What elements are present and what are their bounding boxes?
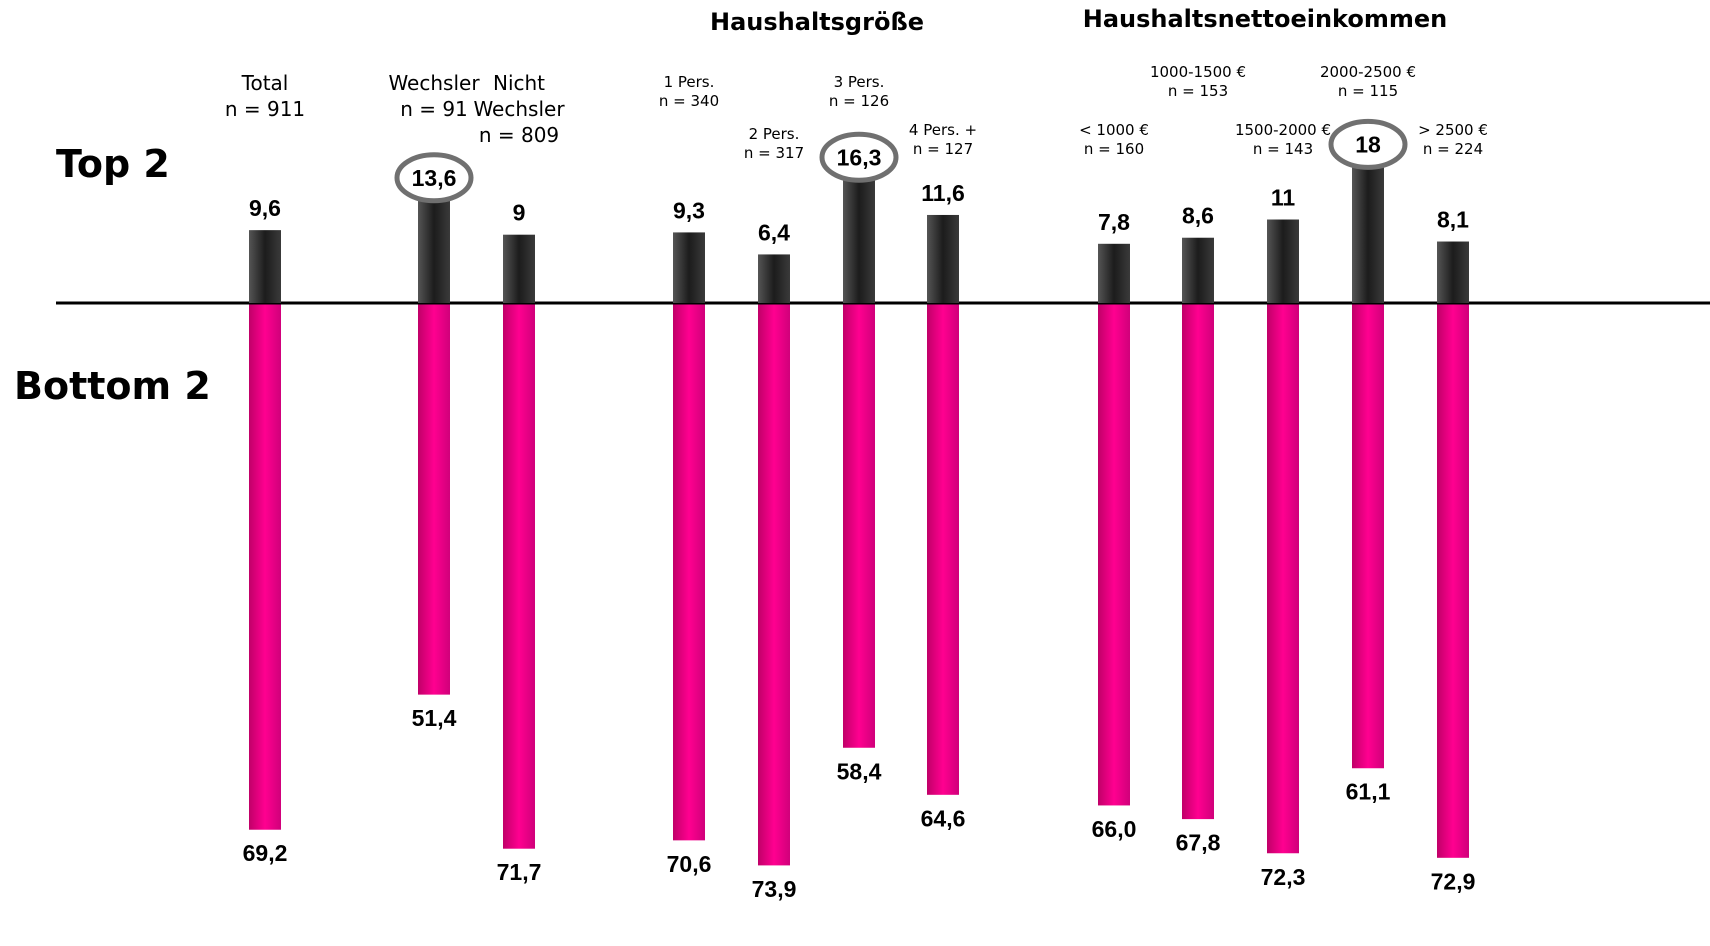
bar-bottom-0 — [249, 304, 281, 830]
group-title-haushaltsgroesse: Haushaltsgröße — [710, 8, 924, 36]
value-label-top-11: 8,1 — [1437, 207, 1469, 233]
category-label-line3: n = 809 — [478, 123, 560, 147]
value-label-top-0: 9,6 — [249, 195, 281, 221]
bar-top-3 — [673, 232, 705, 303]
category-label-line2: n = 127 — [912, 140, 974, 158]
bar-top-4 — [758, 254, 790, 303]
value-label-top-7: 7,8 — [1098, 209, 1130, 235]
category-label-line2: n = 317 — [743, 144, 805, 162]
value-label-top-5: 16,3 — [837, 144, 882, 170]
highlight-circle-5 — [819, 131, 899, 183]
category-label-line1: 4 Pers. + — [908, 121, 978, 139]
category-label-line2: n = 115 — [1337, 82, 1399, 100]
category-label-6: 4 Pers. + n = 127 — [909, 121, 977, 159]
bar-bottom-8 — [1182, 304, 1214, 820]
highlight-circle-1 — [394, 152, 474, 204]
category-label-line2: Wechsler — [473, 97, 565, 121]
category-label-9: 1500-2000 € n = 143 — [1235, 121, 1331, 159]
value-label-top-1: 13,6 — [412, 165, 457, 191]
category-label-line2: n = 224 — [1422, 140, 1484, 158]
category-label-line1: 1500-2000 € — [1234, 121, 1332, 139]
bar-top-2 — [503, 234, 535, 303]
category-label-4: 2 Pers. n = 317 — [744, 125, 804, 163]
bar-top-1 — [418, 199, 450, 303]
category-label-1: Wechsler n = 91 — [388, 70, 479, 122]
group-title-haushaltsnettoeinkommen: Haushaltsnettoeinkommen — [1082, 5, 1448, 33]
bar-bottom-7 — [1098, 304, 1130, 806]
value-label-bottom-0: 69,2 — [243, 840, 288, 866]
value-label-bottom-6: 64,6 — [921, 805, 966, 831]
category-label-line2: n = 340 — [658, 92, 720, 110]
value-label-bottom-4: 73,9 — [752, 876, 797, 902]
row-label-top: Top 2 — [56, 142, 170, 186]
bar-top-6 — [927, 214, 959, 303]
category-label-line2: n = 126 — [828, 92, 890, 110]
category-label-10: 2000-2500 € n = 115 — [1320, 63, 1416, 101]
bar-top-9 — [1267, 219, 1299, 303]
value-label-top-2: 9 — [513, 200, 526, 226]
category-label-5: 3 Pers. n = 126 — [829, 73, 889, 111]
category-label-line1: > 2500 € — [1418, 121, 1488, 139]
bar-bottom-4 — [758, 304, 790, 866]
category-label-line2: n = 160 — [1083, 140, 1145, 158]
bar-top-5 — [843, 179, 875, 303]
category-label-line1: 2 Pers. — [748, 125, 800, 143]
value-label-top-3: 9,3 — [673, 197, 705, 223]
category-label-line1: 1 Pers. — [663, 73, 715, 91]
category-label-line1: Nicht — [492, 71, 546, 95]
bar-top-8 — [1182, 237, 1214, 303]
value-label-bottom-8: 67,8 — [1176, 830, 1221, 856]
category-label-0: Total n = 911 — [225, 70, 305, 122]
value-label-bottom-9: 72,3 — [1261, 864, 1306, 890]
bar-bottom-2 — [503, 304, 535, 849]
category-label-7: < 1000 € n = 160 — [1079, 121, 1149, 159]
category-label-11: > 2500 € n = 224 — [1418, 121, 1488, 159]
bar-top-10 — [1352, 166, 1384, 303]
bar-bottom-3 — [673, 304, 705, 841]
category-label-line1: 1000-1500 € — [1149, 63, 1247, 81]
value-label-bottom-3: 70,6 — [667, 851, 712, 877]
bar-bottom-11 — [1437, 304, 1469, 858]
category-label-line2: n = 91 — [400, 97, 468, 121]
value-label-top-6: 11,6 — [921, 180, 965, 206]
category-label-line1: < 1000 € — [1079, 121, 1149, 139]
bar-bottom-10 — [1352, 304, 1384, 769]
category-label-2: Nicht Wechsler n = 809 — [473, 70, 564, 148]
value-label-top-4: 6,4 — [758, 219, 790, 245]
category-label-8: 1000-1500 € n = 153 — [1150, 63, 1246, 101]
category-label-line2: n = 143 — [1252, 140, 1314, 158]
category-label-line2: n = 153 — [1167, 82, 1229, 100]
value-label-bottom-10: 61,1 — [1346, 779, 1391, 805]
category-label-line1: Wechsler — [388, 71, 480, 95]
value-label-bottom-1: 51,4 — [412, 705, 457, 731]
value-label-bottom-2: 71,7 — [497, 859, 542, 885]
row-label-bottom: Bottom 2 — [14, 364, 211, 408]
bar-top-0 — [249, 230, 281, 303]
value-label-bottom-7: 66,0 — [1092, 816, 1137, 842]
value-label-bottom-5: 58,4 — [837, 758, 882, 784]
value-label-top-9: 11 — [1271, 185, 1296, 211]
category-label-line1: 2000-2500 € — [1319, 63, 1417, 81]
value-label-top-10: 18 — [1355, 131, 1381, 157]
highlight-circle-10 — [1328, 118, 1408, 170]
category-label-line1: 3 Pers. — [833, 73, 885, 91]
bar-bottom-1 — [418, 304, 450, 695]
bar-bottom-9 — [1267, 304, 1299, 854]
bar-top-7 — [1098, 243, 1130, 303]
bar-bottom-6 — [927, 304, 959, 795]
category-label-line2: n = 911 — [224, 97, 306, 121]
bar-bottom-5 — [843, 304, 875, 748]
category-label-line1: Total — [241, 71, 289, 95]
category-label-3: 1 Pers. n = 340 — [659, 73, 719, 111]
bar-top-11 — [1437, 241, 1469, 303]
value-label-top-8: 8,6 — [1182, 203, 1214, 229]
value-label-bottom-11: 72,9 — [1431, 868, 1476, 894]
